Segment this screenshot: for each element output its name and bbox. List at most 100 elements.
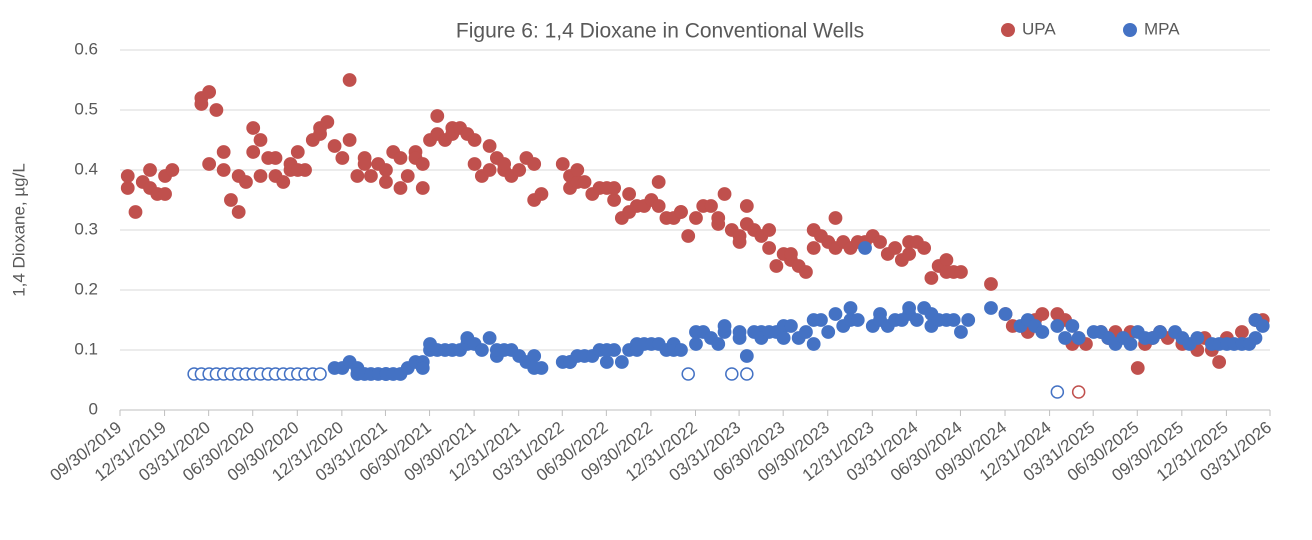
data-point [1130,361,1145,375]
data-point [651,199,666,213]
data-point [622,187,637,201]
data-point [1065,319,1080,333]
data-point [1190,331,1205,345]
data-point [607,343,622,357]
data-point [599,355,614,369]
legend-label: MPA [1144,19,1180,38]
data-point [202,157,217,171]
data-point [570,163,585,177]
data-point [814,313,828,327]
data-point [194,97,209,111]
data-point [799,265,813,279]
y-tick-label: 0.2 [74,279,98,298]
data-point [534,187,549,201]
data-point [858,241,872,255]
data-point [482,163,497,177]
data-point [357,157,372,171]
data-point [1071,331,1086,345]
data-point [806,241,821,255]
nondetect-point [725,367,739,381]
data-point [1035,325,1050,339]
data-point [209,103,224,117]
data-point [467,157,482,171]
data-point [607,181,622,195]
data-point [924,271,939,285]
data-point [216,163,231,177]
data-point [888,241,902,255]
data-point [717,187,732,201]
data-point [799,325,813,339]
data-point [120,169,135,183]
data-point [843,301,858,315]
data-point [739,199,754,213]
data-point [806,337,821,351]
data-point [607,193,622,207]
data-point [954,325,968,339]
data-point [202,85,217,99]
data-point [711,337,726,351]
data-point [231,205,246,219]
data-point [253,169,268,183]
data-point [327,139,342,153]
data-point [482,139,497,153]
data-point [335,151,350,165]
data-point [276,175,291,189]
y-axis-title: 1,4 Dioxane, µg/L [9,163,28,297]
data-point [873,235,887,249]
legend-marker [1123,23,1137,37]
data-point [290,145,305,159]
data-point [128,205,143,219]
data-point [674,205,688,219]
data-point [732,325,747,339]
data-point [776,331,791,345]
data-point [1255,319,1270,333]
data-point [527,157,542,171]
data-point [1035,307,1050,321]
data-point [527,349,542,363]
nondetect-point [1071,385,1086,399]
chart-title: Figure 6: 1,4 Dioxane in Conventional We… [456,20,864,43]
data-point [984,301,998,315]
data-point [689,337,703,351]
data-point [784,247,798,261]
data-point [379,163,393,177]
data-point [821,325,836,339]
y-tick-label: 0.1 [74,339,98,358]
data-point [534,361,549,375]
data-point [917,241,932,255]
data-point [614,355,629,369]
data-point [1153,325,1167,339]
data-point [143,163,157,177]
data-point [555,157,570,171]
nondetect-point [313,367,327,381]
y-tick-label: 0.3 [74,219,98,238]
data-point [400,169,415,183]
data-point [342,73,357,87]
data-point [762,241,777,255]
data-point [954,265,968,279]
data-point [828,307,843,321]
data-point [961,313,976,327]
data-point [224,193,238,207]
data-point [784,319,798,333]
nondetect-point [740,367,754,381]
data-point [467,133,482,147]
data-point [909,313,924,327]
data-point [577,175,592,189]
y-tick-label: 0.5 [74,99,98,118]
nondetect-point [1050,385,1065,399]
data-point [732,235,747,249]
data-point [939,253,954,267]
data-point [474,343,489,357]
data-point [268,151,283,165]
data-point [1123,337,1138,351]
data-point [165,163,180,177]
data-point [1235,325,1249,339]
y-tick-label: 0 [89,399,98,418]
legend-marker [1001,23,1015,37]
data-point [246,145,261,159]
data-point [393,181,408,195]
data-point [342,133,357,147]
data-point [984,277,998,291]
